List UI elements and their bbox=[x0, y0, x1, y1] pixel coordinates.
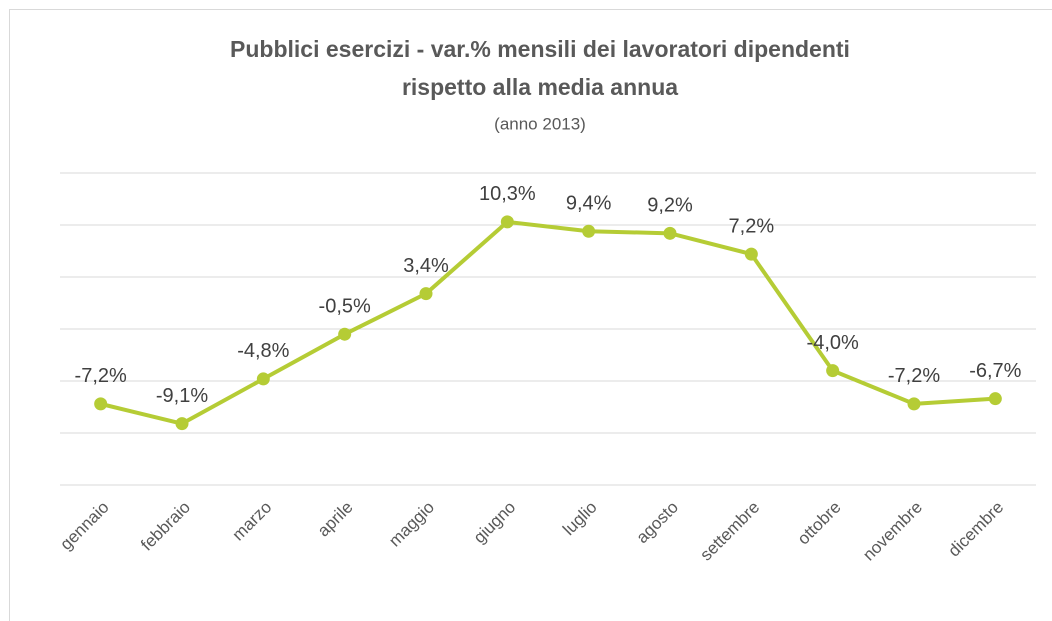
data-label: 9,4% bbox=[566, 193, 612, 215]
chart-title: Pubblici esercizi - var.% mensili dei la… bbox=[230, 36, 850, 62]
data-label: 9,2% bbox=[647, 195, 693, 217]
data-point bbox=[256, 372, 270, 386]
data-label: 10,3% bbox=[479, 183, 536, 205]
chart-title: rispetto alla media annua bbox=[402, 74, 678, 100]
data-point bbox=[175, 417, 189, 431]
data-point bbox=[744, 247, 758, 261]
chart-frame bbox=[9, 9, 1052, 621]
data-point bbox=[94, 397, 108, 411]
data-point bbox=[907, 397, 921, 411]
data-label: -4,8% bbox=[237, 340, 289, 362]
series-line bbox=[100, 219, 996, 426]
chart-subtitle: (anno 2013) bbox=[494, 114, 586, 133]
data-label: -7,2% bbox=[888, 365, 940, 387]
data-point bbox=[582, 224, 596, 238]
data-point bbox=[826, 364, 840, 378]
data-label: 3,4% bbox=[403, 255, 449, 277]
data-label: -0,5% bbox=[319, 295, 371, 317]
data-label: -9,1% bbox=[156, 385, 208, 407]
data-point bbox=[663, 226, 677, 240]
data-point bbox=[500, 215, 514, 229]
data-label: 7,2% bbox=[729, 215, 775, 237]
data-label: -6,7% bbox=[969, 360, 1021, 382]
data-point bbox=[338, 327, 352, 341]
data-point bbox=[988, 392, 1002, 406]
data-label: -7,2% bbox=[75, 365, 127, 387]
data-point bbox=[419, 287, 433, 301]
data-label: -4,0% bbox=[807, 332, 859, 354]
